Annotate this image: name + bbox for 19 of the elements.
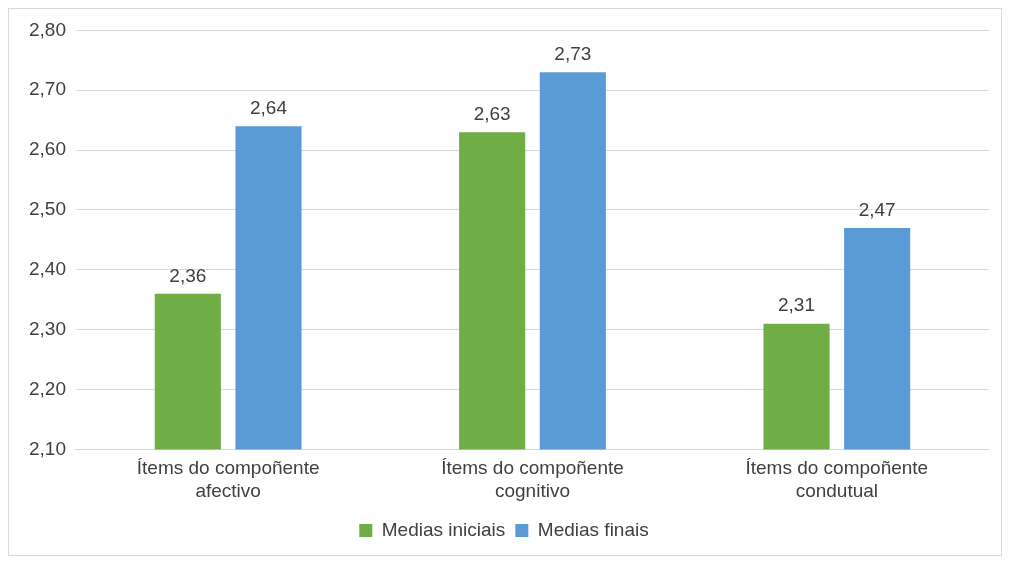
x-tick-label: Ítems do compoñente cognitivo [441,457,624,501]
data-label: 2,36 [169,264,207,286]
y-tick-label: 2,10 [29,437,66,459]
y-tick-label: 2,80 [29,18,66,40]
legend-label: Medias iniciais [381,518,506,540]
y-tick-label: 2,40 [29,258,66,280]
x-tick-label: Ítems do compoñente condutual [745,457,929,501]
data-label: 2,64 [249,96,288,118]
data-label: 2,47 [858,198,896,220]
y-tick-label: 2,20 [29,377,66,399]
y-tick-label: 2,60 [29,138,66,160]
y-tick-label: 2,50 [29,198,66,220]
data-label: 2,31 [778,294,815,316]
x-tick-label: Ítems do compoñente afectivo [136,457,320,501]
data-label: 2,63 [473,102,511,124]
legend-label: Medias finais [537,518,649,540]
y-tick-label: 2,70 [29,78,66,100]
y-tick-label: 2,30 [29,317,66,339]
data-label: 2,73 [554,43,592,65]
